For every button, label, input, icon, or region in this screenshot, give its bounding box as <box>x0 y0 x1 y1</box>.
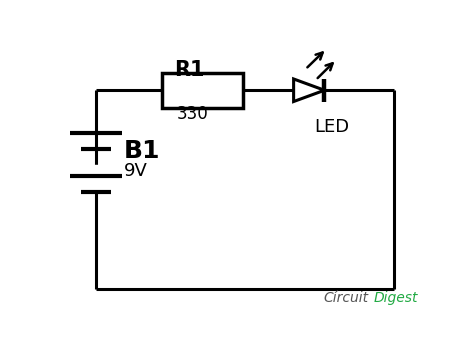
Text: Círcuit: Círcuit <box>324 291 369 305</box>
Text: LED: LED <box>315 118 350 135</box>
Polygon shape <box>293 79 325 102</box>
Text: Digest: Digest <box>374 291 418 305</box>
Text: R1: R1 <box>174 60 205 80</box>
Bar <box>162 73 243 108</box>
Text: 330: 330 <box>177 105 209 124</box>
Text: B1: B1 <box>124 139 160 163</box>
Text: 9V: 9V <box>124 162 147 180</box>
